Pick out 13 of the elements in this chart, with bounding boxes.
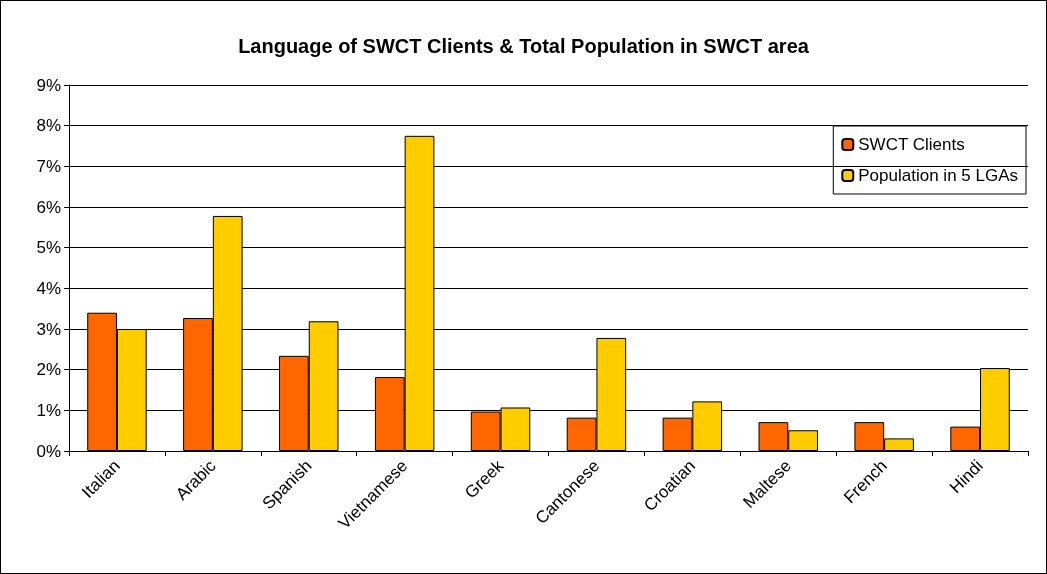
y-tick-label: 2% (36, 360, 61, 380)
y-tick-label: 4% (36, 278, 61, 298)
legend-label: Population in 5 LGAs (858, 166, 1018, 185)
y-tick-label: 5% (36, 238, 61, 258)
legend-label: SWCT Clients (858, 135, 965, 154)
chart-title: Language of SWCT Clients & Total Population in SWCT area (238, 35, 810, 57)
y-tick-label: 8% (36, 116, 61, 136)
y-tick-label: 7% (36, 156, 61, 176)
y-tick-label: 9% (36, 75, 61, 95)
y-tick-label: 0% (36, 441, 61, 461)
y-tick-label: 1% (36, 400, 61, 420)
y-tick-label: 6% (36, 197, 61, 217)
y-tick-label: 3% (36, 319, 61, 339)
